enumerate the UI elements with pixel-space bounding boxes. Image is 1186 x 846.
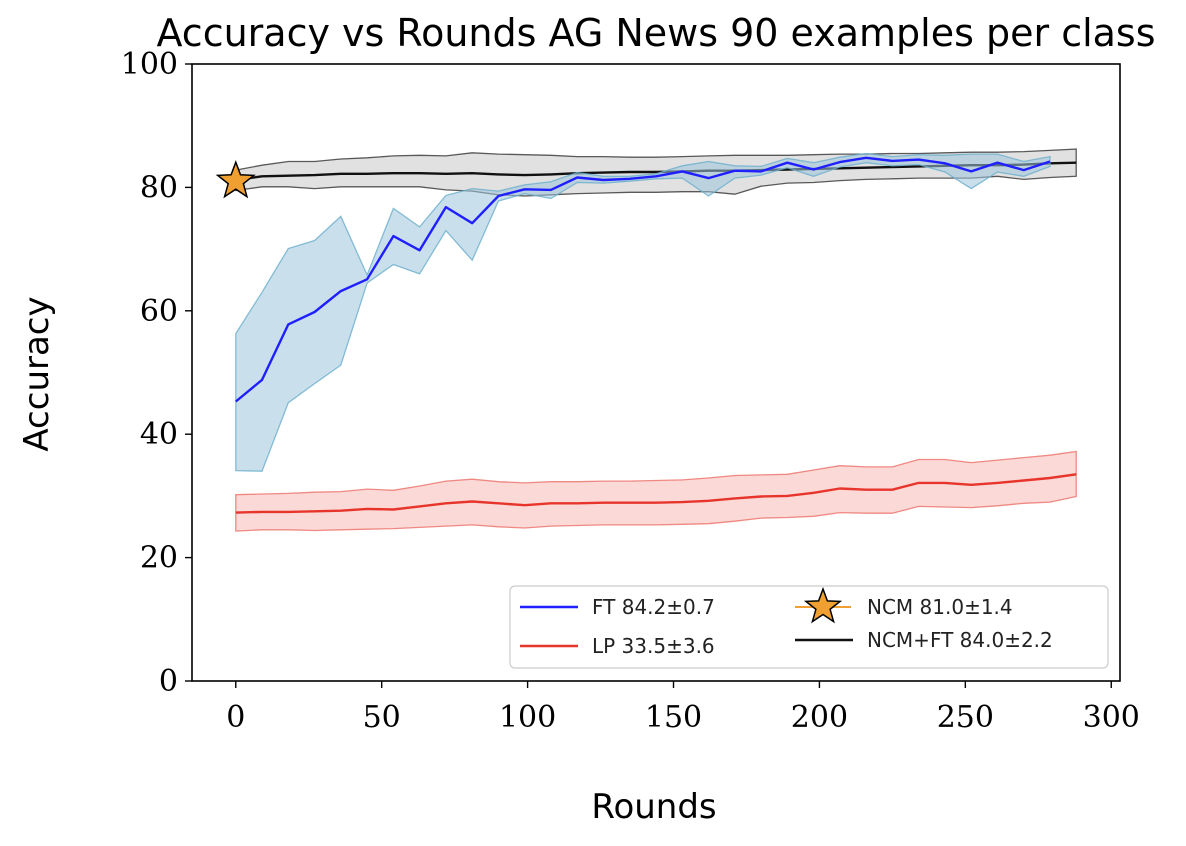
legend-item-ft: FT 84.2±0.7 (520, 595, 715, 619)
plot-frame (191, 63, 1121, 682)
y-tick-label: 0 (159, 664, 178, 699)
band-ft (235, 152, 1051, 472)
x-tick-label: 0 (226, 700, 245, 735)
chart-title: Accuracy vs Rounds AG News 90 examples p… (156, 11, 1155, 55)
y-axis-ticks: 0 20 40 60 80 100 (121, 47, 192, 699)
legend-label: NCM 81.0±1.4 (867, 595, 1013, 619)
y-tick-label: 20 (140, 541, 178, 576)
x-tick-label: 100 (499, 700, 556, 735)
legend-item-lp: LP 33.5±3.6 (520, 634, 715, 658)
x-tick-label: 150 (645, 700, 702, 735)
y-tick-label: 40 (140, 417, 178, 452)
series-line-ft (235, 156, 1051, 403)
y-tick-label: 60 (140, 294, 178, 329)
legend-label: NCM+FT 84.0±2.2 (867, 628, 1053, 652)
legend-item-ncm: NCM 81.0±1.4 (795, 586, 1013, 624)
y-axis-label: Accuracy (17, 296, 57, 451)
x-tick-label: 50 (363, 700, 401, 735)
marker-ncm (215, 160, 256, 199)
legend-label: FT 84.2±0.7 (592, 595, 715, 619)
legend-box (509, 585, 1109, 669)
x-tick-label: 250 (937, 700, 994, 735)
x-axis-ticks: 0 50 100 150 200 250 300 (226, 681, 1140, 735)
x-tick-label: 300 (1083, 700, 1140, 735)
x-tick-label: 200 (791, 700, 848, 735)
legend-swatch-star (803, 586, 843, 624)
legend: FT 84.2±0.7 LP 33.5±3.6 NCM 81.0±1.4 NCM+FT… (509, 585, 1109, 669)
legend-label: LP 33.5±3.6 (592, 634, 715, 658)
legend-item-ncm-ft: NCM+FT 84.0±2.2 (795, 628, 1053, 652)
y-tick-label: 80 (140, 170, 178, 205)
y-tick-label: 100 (121, 47, 178, 82)
plot-area (215, 148, 1077, 532)
series-line-lp (235, 473, 1077, 514)
x-axis-label: Rounds (591, 787, 716, 827)
band-lp (235, 450, 1077, 532)
